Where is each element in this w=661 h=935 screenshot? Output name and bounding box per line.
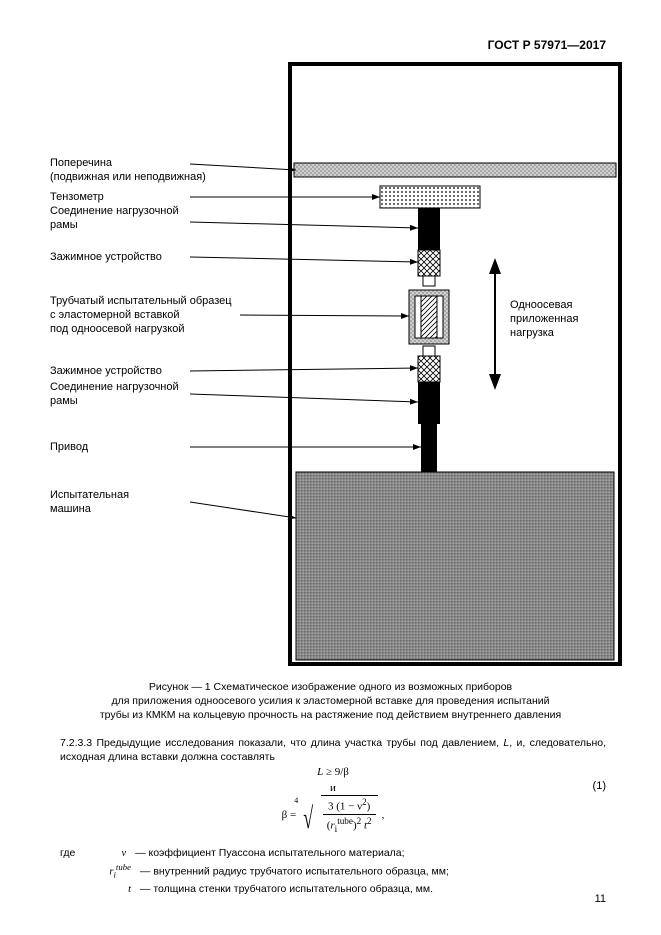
formula-and: и: [60, 782, 606, 794]
formula-line1: L ≥ 9/β: [60, 766, 606, 778]
equation-number: (1): [593, 780, 606, 792]
svg-text:Поперечина: Поперечина: [50, 157, 113, 169]
svg-text:рамы: рамы: [50, 395, 78, 407]
formula-beta: β = 4 √ 3 (1 − ν2) (ritube)2 t2 ,: [60, 795, 606, 839]
page-number: 11: [595, 893, 606, 905]
svg-text:(подвижная или неподвижная): (подвижная или неподвижная): [50, 171, 206, 183]
svg-text:под одноосевой нагрузкой: под одноосевой нагрузкой: [50, 323, 185, 335]
svg-text:Испытательная: Испытательная: [50, 489, 129, 501]
doc-header: ГОСТ Р 57971—2017: [488, 38, 606, 52]
svg-text:приложенная: приложенная: [510, 313, 578, 325]
svg-text:Одноосевая: Одноосевая: [510, 299, 572, 311]
paragraph-7-2-3-3: 7.2.3.3 Предыдущие исследования показали…: [60, 736, 606, 764]
svg-text:машина: машина: [50, 503, 92, 515]
symbol-definitions: где ν — коэффициент Пуассона испытательн…: [60, 846, 606, 897]
svg-text:Соединение нагрузочной: Соединение нагрузочной: [50, 381, 179, 393]
svg-text:Зажимное устройство: Зажимное устройство: [50, 251, 162, 263]
figure-caption: Рисунок — 1 Схематическое изображение од…: [60, 680, 601, 723]
svg-text:нагрузка: нагрузка: [510, 327, 555, 339]
apparatus-diagram: Одноосевая приложенная нагрузка Поперечи…: [40, 58, 625, 668]
svg-text:Привод: Привод: [50, 441, 89, 453]
svg-text:Соединение нагрузочной: Соединение нагрузочной: [50, 205, 179, 217]
svg-text:Тензометр: Тензометр: [50, 191, 104, 203]
svg-text:Трубчатый испытательный образе: Трубчатый испытательный образец: [50, 295, 232, 307]
svg-text:с эластомерной вставкой: с эластомерной вставкой: [50, 309, 179, 321]
svg-text:рамы: рамы: [50, 219, 78, 231]
svg-text:Зажимное устройство: Зажимное устройство: [50, 365, 162, 377]
